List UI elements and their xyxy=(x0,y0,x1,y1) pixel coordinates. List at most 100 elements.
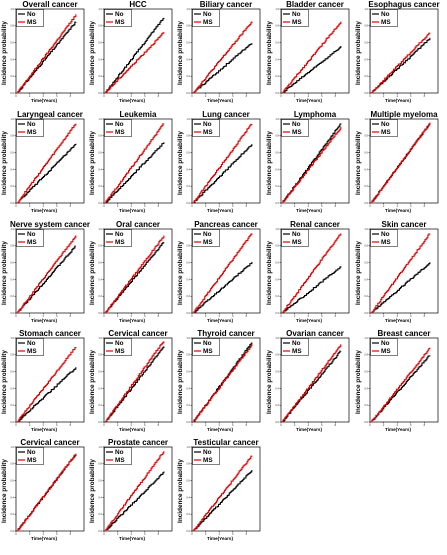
y-tick-label: 0.0 xyxy=(10,311,14,315)
chart-title: Testicular cancer xyxy=(193,438,258,447)
chart-title: Cervical cancer xyxy=(108,329,167,338)
y-tick-label: 0.4 xyxy=(10,386,14,390)
x-tick-label: 0 xyxy=(103,94,105,98)
x-tick-label: 8 xyxy=(335,204,337,208)
y-tick-label: 0.2 xyxy=(275,294,279,298)
x-tick-label: 8 xyxy=(158,204,160,208)
x-tick-label: 4 xyxy=(396,204,398,208)
x-axis-label: Time(Years) xyxy=(385,98,411,103)
x-tick-label: 2 xyxy=(205,94,207,98)
x-tick-label: 2 xyxy=(29,532,31,536)
y-tick-label: 0.2 xyxy=(10,184,14,188)
x-axis-label: Time(Years) xyxy=(385,427,411,432)
x-tick-label: 6 xyxy=(321,423,323,427)
y-axis-label: Incidence probability xyxy=(1,459,8,523)
legend-label: No xyxy=(292,231,301,238)
plot-frame xyxy=(280,228,350,314)
series-line-ms xyxy=(282,344,342,423)
y-tick-label: 0.8 xyxy=(10,244,14,248)
y-axis-label: Incidence probability xyxy=(1,350,8,414)
series-line-no xyxy=(17,21,77,94)
y-tick-label: 1.0 xyxy=(98,336,102,340)
y-tick-label: 0.0 xyxy=(186,529,190,533)
x-tick-label: 6 xyxy=(321,204,323,208)
legend-label: No xyxy=(292,340,301,347)
plot-frame xyxy=(103,446,173,532)
series-line-no xyxy=(282,45,342,94)
x-tick-label: 4 xyxy=(396,314,398,318)
y-tick-label: 0.0 xyxy=(275,420,279,424)
legend-label: MS xyxy=(115,239,125,246)
y-tick-label: 0.2 xyxy=(10,512,14,516)
x-tick-label: 6 xyxy=(321,314,323,318)
y-tick-label: 0.6 xyxy=(98,41,102,45)
x-axis-label: Time(Years) xyxy=(207,536,233,541)
y-tick-label: 0.4 xyxy=(98,386,102,390)
series-line-ms xyxy=(105,235,165,314)
y-tick-label: 0.8 xyxy=(364,244,368,248)
series-line-no xyxy=(193,261,253,314)
plot-frame xyxy=(15,228,85,314)
x-axis-label: Time(Years) xyxy=(385,208,411,213)
plot-frame xyxy=(191,446,261,532)
series-line-ms xyxy=(193,233,253,314)
y-tick-label: 0.2 xyxy=(10,403,14,407)
x-tick-label: 8 xyxy=(246,423,248,427)
y-tick-label: 0.0 xyxy=(275,311,279,315)
legend-label: MS xyxy=(381,129,391,136)
plot-frame xyxy=(369,337,439,423)
series-line-ms xyxy=(371,122,431,204)
series-line-ms xyxy=(105,32,165,94)
legend-label: MS xyxy=(115,19,125,26)
x-tick-label: 2 xyxy=(294,94,296,98)
chart-panel: Cervical cancer 0.0 0.2 0.4 0.6 0.8 1.0 0 2 4 6 8 Ti… xyxy=(1,438,85,541)
x-tick-label: 8 xyxy=(70,314,72,318)
series-line-ms xyxy=(17,235,77,314)
x-tick-label: 0 xyxy=(191,423,193,427)
y-tick-label: 0.8 xyxy=(10,462,14,466)
x-tick-label: 4 xyxy=(218,532,220,536)
y-axis-label: Incidence probability xyxy=(266,21,273,85)
y-tick-label: 0.8 xyxy=(186,134,190,138)
x-tick-label: 6 xyxy=(144,94,146,98)
legend-label: No xyxy=(115,11,124,18)
series-line-ms xyxy=(17,346,77,423)
y-tick-label: 0.2 xyxy=(98,294,102,298)
y-axis-label: Incidence probability xyxy=(266,241,273,305)
x-tick-label: 8 xyxy=(158,94,160,98)
chart-panel: Overall cancer 0.0 0.2 0.4 0.6 0.8 1.0 0 2 4 6 8 Tim… xyxy=(1,0,85,103)
plot-frame xyxy=(280,337,350,423)
y-tick-label: 1.0 xyxy=(186,227,190,231)
plot-frame xyxy=(369,228,439,314)
y-tick-label: 1.0 xyxy=(10,336,14,340)
x-tick-label: 8 xyxy=(335,94,337,98)
x-tick-label: 4 xyxy=(396,423,398,427)
y-tick-label: 0.6 xyxy=(10,479,14,483)
y-tick-label: 1.0 xyxy=(186,117,190,121)
y-tick-label: 1.0 xyxy=(98,117,102,121)
x-tick-label: 8 xyxy=(335,314,337,318)
x-tick-label: 4 xyxy=(218,314,220,318)
y-tick-label: 0.6 xyxy=(186,261,190,265)
x-tick-label: 2 xyxy=(29,423,31,427)
y-tick-label: 0.4 xyxy=(98,57,102,61)
y-tick-label: 0.0 xyxy=(10,529,14,533)
chart-panel: Biliary cancer 0.0 0.2 0.4 0.6 0.8 1.0 0 2 4 6 8 Tim… xyxy=(177,0,261,103)
y-tick-label: 0.2 xyxy=(98,512,102,516)
x-tick-label: 8 xyxy=(70,423,72,427)
y-tick-label: 0.6 xyxy=(364,41,368,45)
x-tick-label: 8 xyxy=(70,94,72,98)
x-tick-label: 6 xyxy=(410,423,412,427)
legend-label: MS xyxy=(292,239,302,246)
y-tick-label: 0.6 xyxy=(98,370,102,374)
legend-label: MS xyxy=(292,19,302,26)
plot-frame xyxy=(103,228,173,314)
